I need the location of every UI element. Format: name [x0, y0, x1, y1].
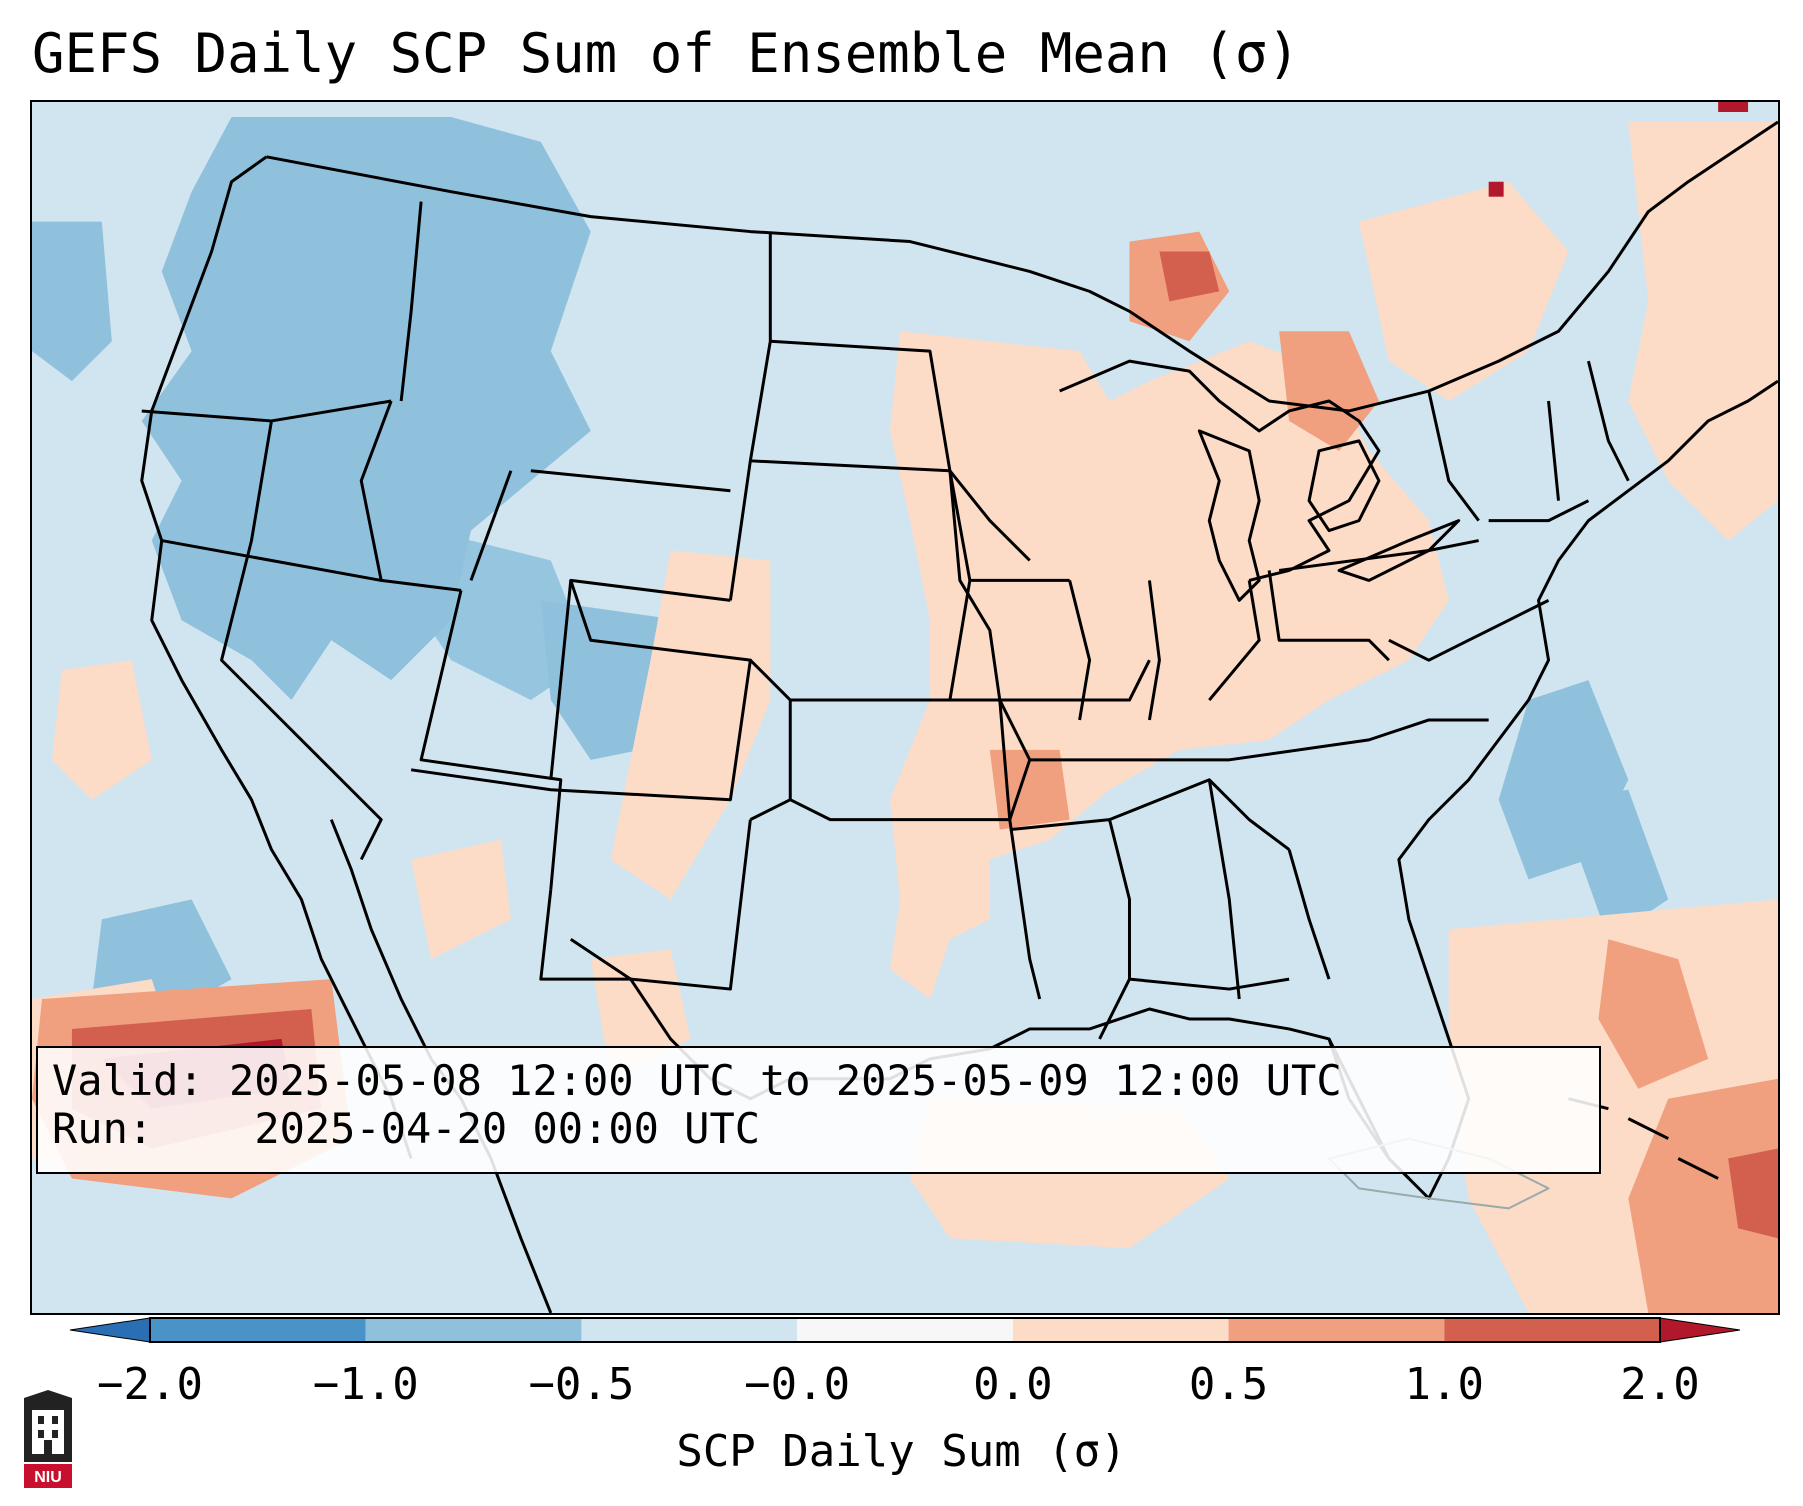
colorbar-tick-label: 0.5: [1188, 1359, 1269, 1410]
valid-value: 2025-05-08 12:00 UTC to 2025-05-09 12:00…: [229, 1056, 1342, 1105]
valid-label: Valid:: [52, 1056, 204, 1105]
colorbar-tick-label: 1.0: [1404, 1359, 1485, 1410]
niu-logo: NIU: [24, 1390, 72, 1488]
valid-run-info-box: Valid: 2025-05-08 12:00 UTC to 2025-05-0…: [36, 1046, 1601, 1174]
valid-line: Valid: 2025-05-08 12:00 UTC to 2025-05-0…: [52, 1056, 1342, 1106]
colorbar-tick-label: −2.0: [97, 1359, 203, 1410]
colorbar-bin: [365, 1318, 582, 1342]
run-value: 2025-04-20 00:00 UTC: [254, 1104, 761, 1153]
colorbar-bin: [581, 1318, 798, 1342]
svg-text:NIU: NIU: [34, 1469, 62, 1486]
colorbar-bin: [1228, 1318, 1445, 1342]
colorbar-outline: [149, 1317, 1661, 1343]
colorbar-bin: [1012, 1318, 1229, 1342]
colorbar-tick-label: −0.5: [528, 1359, 635, 1410]
colorbar: [69, 1317, 1741, 1343]
colorbar-tick-label: −0.0: [744, 1359, 851, 1410]
colorbar-tick-label: 2.0: [1620, 1359, 1700, 1410]
colorbar-label: SCP Daily Sum (σ): [676, 1426, 1127, 1477]
colorbar-over-arrow: [1659, 1317, 1741, 1343]
colorbar-under-arrow: [69, 1317, 151, 1343]
colorbar-tick-label: 0.0: [973, 1359, 1053, 1410]
colorbar-bin: [797, 1318, 1013, 1342]
colorbar-bin: [150, 1318, 366, 1342]
run-line: Run: 2025-04-20 00:00 UTC: [52, 1104, 760, 1154]
run-label: Run:: [52, 1104, 154, 1153]
colorbar-bin: [1444, 1318, 1660, 1342]
colorbar-tick-label: −1.0: [312, 1359, 419, 1410]
chart-title: GEFS Daily SCP Sum of Ensemble Mean (σ): [32, 22, 1300, 85]
